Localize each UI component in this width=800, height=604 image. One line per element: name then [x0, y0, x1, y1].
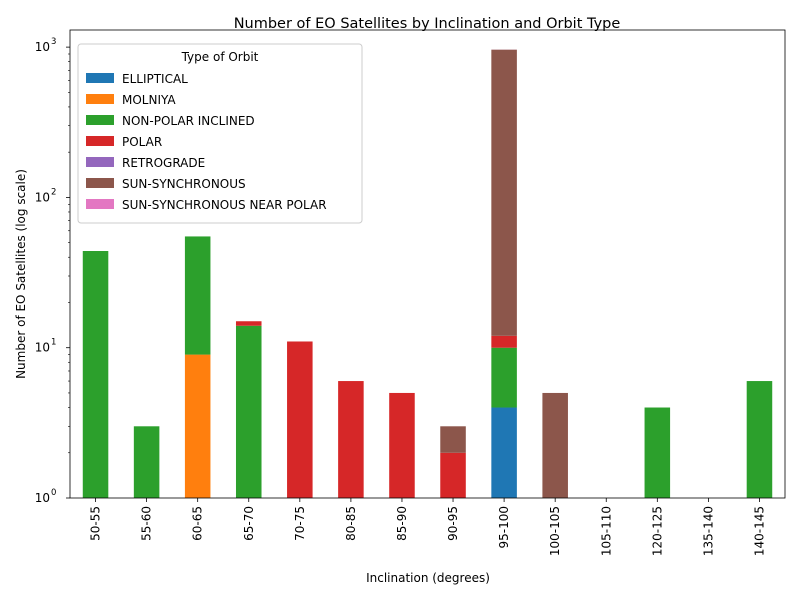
bar-60-65-molniya — [185, 355, 211, 498]
bar-85-90-polar — [389, 393, 415, 498]
bar-95-100-elliptical — [491, 408, 517, 498]
legend-swatch — [86, 73, 114, 83]
legend: Type of Orbit ELLIPTICAL MOLNIYA NON-POLAR … — [78, 44, 362, 223]
y-tick-label: 10 — [35, 40, 50, 54]
bar-100-105-sun-synchronous — [542, 393, 568, 498]
bar-80-85-polar — [338, 381, 364, 498]
bar-120-125-non-polar-inclined — [645, 408, 671, 498]
legend-title: Type of Orbit — [181, 50, 259, 64]
x-tick-label: 80-85 — [344, 506, 358, 541]
x-tick-label: 105-110 — [599, 506, 613, 556]
x-tick-label: 60-65 — [191, 506, 205, 541]
x-tick-label: 85-90 — [395, 506, 409, 541]
legend-label: SUN-SYNCHRONOUS — [122, 177, 246, 191]
x-tick-label: 55-60 — [140, 506, 154, 541]
y-axis-label: Number of EO Satellites (log scale) — [14, 169, 28, 379]
bar-60-65-non-polar-inclined — [185, 236, 211, 354]
legend-swatch — [86, 157, 114, 167]
legend-label: ELLIPTICAL — [122, 72, 188, 86]
x-tick-label: 140-145 — [752, 506, 766, 556]
legend-swatch — [86, 115, 114, 125]
x-tick-label: 50-55 — [89, 506, 103, 541]
legend-box — [78, 44, 362, 223]
x-tick-label: 90-95 — [446, 506, 460, 541]
legend-swatch — [86, 94, 114, 104]
legend-swatch — [86, 199, 114, 209]
x-tick-label: 65-70 — [242, 506, 256, 541]
y-tick-label: 10 — [35, 341, 50, 355]
x-tick-label: 100-105 — [548, 506, 562, 556]
legend-swatch — [86, 178, 114, 188]
y-tick-exponent: 1 — [51, 338, 56, 348]
legend-label: RETROGRADE — [122, 156, 205, 170]
x-tick-label: 95-100 — [497, 506, 511, 549]
bar-65-70-non-polar-inclined — [236, 326, 262, 498]
x-tick-label: 135-140 — [701, 506, 715, 556]
bar-70-75-polar — [287, 341, 313, 498]
legend-label: MOLNIYA — [122, 93, 176, 107]
x-axis-label: Inclination (degrees) — [366, 571, 490, 585]
legend-label: POLAR — [122, 135, 162, 149]
bar-95-100-non-polar-inclined — [491, 348, 517, 408]
y-tick-exponent: 2 — [51, 187, 56, 197]
x-tick-label: 70-75 — [293, 506, 307, 541]
legend-swatch — [86, 136, 114, 146]
legend-label: NON-POLAR INCLINED — [122, 114, 255, 128]
legend-label: SUN-SYNCHRONOUS NEAR POLAR — [122, 198, 327, 212]
bar-65-70-polar — [236, 321, 262, 326]
bar-50-55-non-polar-inclined — [83, 251, 109, 498]
y-tick-label: 10 — [35, 491, 50, 505]
bar-90-95-sun-synchronous — [440, 426, 466, 452]
bar-55-60-non-polar-inclined — [134, 426, 160, 498]
bar-140-145-non-polar-inclined — [747, 381, 773, 498]
bar-95-100-polar — [491, 336, 517, 348]
y-tick-exponent: 0 — [51, 488, 56, 498]
y-tick-label: 10 — [35, 190, 50, 204]
x-tick-label: 120-125 — [650, 506, 664, 556]
y-tick-exponent: 3 — [51, 37, 56, 47]
bar-90-95-polar — [440, 453, 466, 498]
bar-95-100-sun-synchronous — [491, 50, 517, 336]
